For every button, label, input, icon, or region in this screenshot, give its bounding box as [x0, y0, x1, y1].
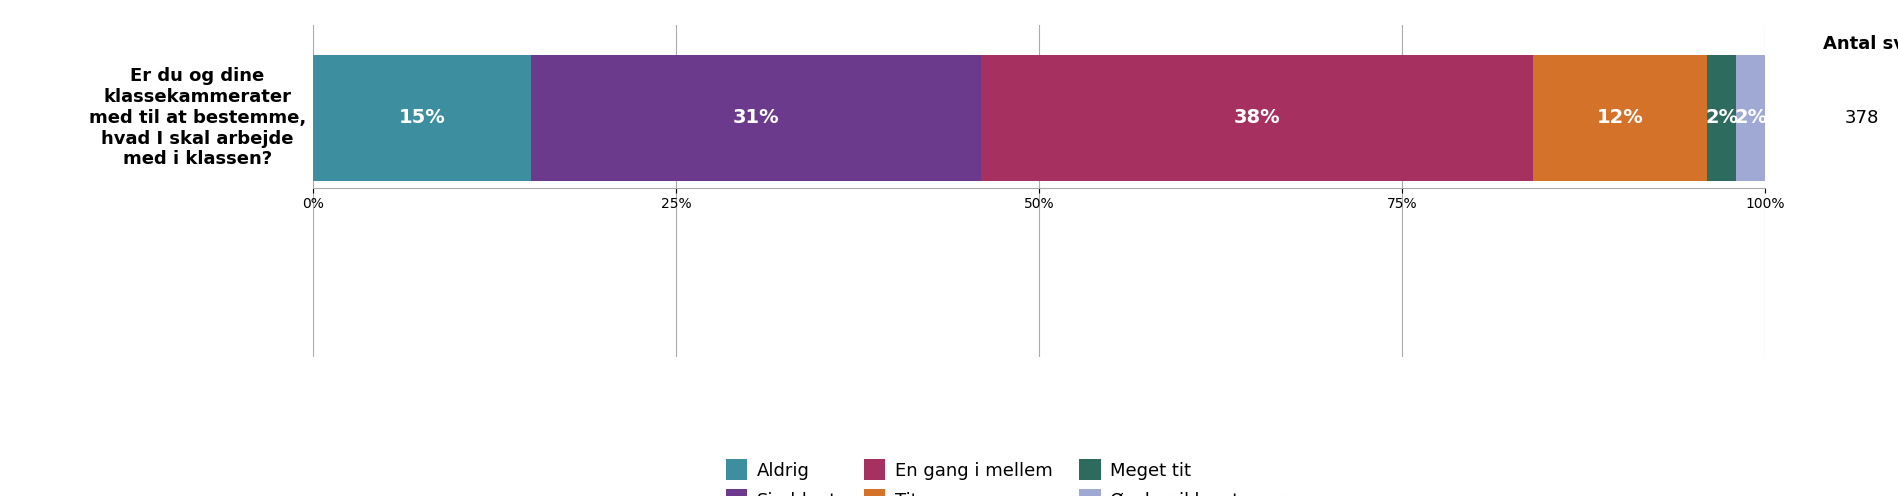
- Bar: [981, 55, 1534, 181]
- Text: Er du og dine
klassekammerater
med til at bestemme,
hvad I skal arbejde
med i kl: Er du og dine klassekammerater med til a…: [89, 67, 306, 169]
- Text: 12%: 12%: [1596, 108, 1644, 127]
- Text: 31%: 31%: [733, 108, 780, 127]
- Bar: [313, 55, 531, 181]
- Text: 2%: 2%: [1735, 108, 1767, 127]
- Text: 378: 378: [1845, 109, 1879, 127]
- Bar: [1706, 55, 1737, 181]
- Bar: [1737, 55, 1765, 181]
- Bar: [531, 55, 981, 181]
- Text: Antal svar: Antal svar: [1824, 35, 1898, 53]
- Text: 15%: 15%: [399, 108, 446, 127]
- Bar: [1534, 55, 1706, 181]
- Text: 38%: 38%: [1234, 108, 1281, 127]
- Legend: Aldrig, Sjældent, En gang i mellem, Tit, Meget tit, Ønsker ikke at svare: Aldrig, Sjældent, En gang i mellem, Tit,…: [725, 459, 1294, 496]
- Text: 2%: 2%: [1704, 108, 1739, 127]
